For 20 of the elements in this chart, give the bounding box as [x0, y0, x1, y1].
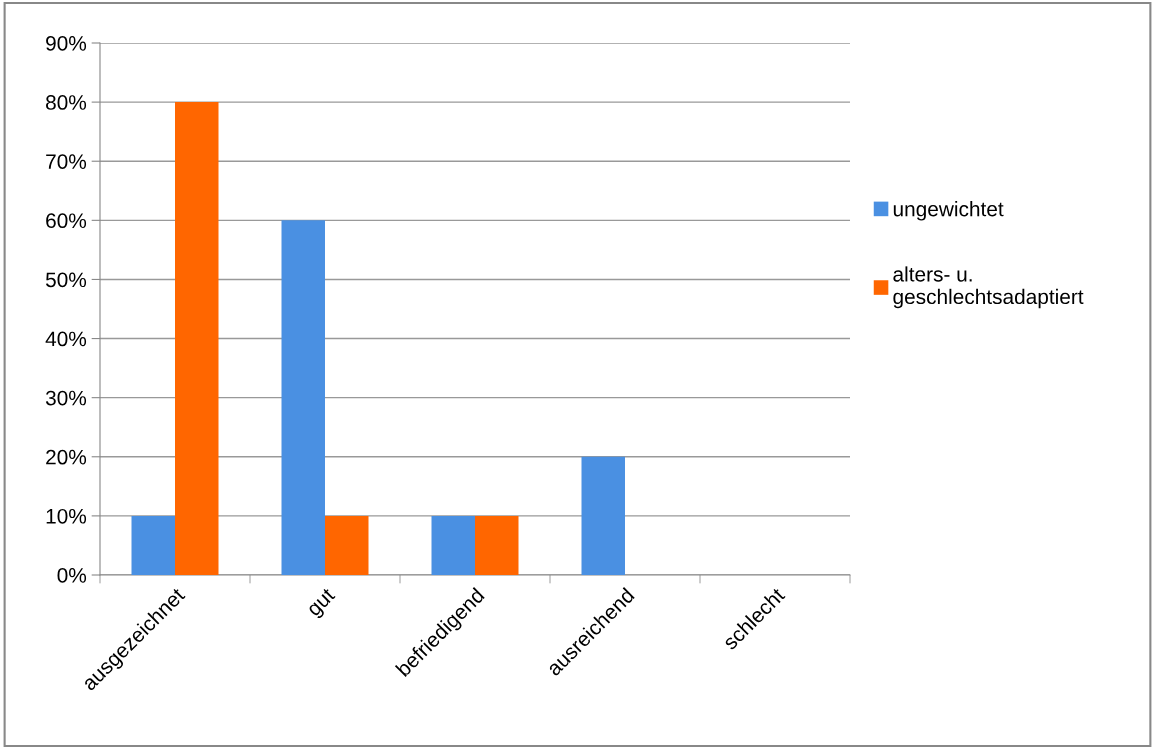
x-tick-label: gut: [306, 587, 339, 620]
y-tick-label: 40%: [45, 331, 87, 347]
y-tick-label: 80%: [46, 95, 87, 110]
y-tick-label: 60%: [46, 213, 87, 229]
y-tick-label: 50%: [45, 272, 87, 288]
bar: [475, 515, 519, 575]
y-tick-label: 10%: [46, 508, 87, 524]
legend-label: ungewichtet: [893, 201, 1004, 221]
legend-label: alters- u. geschlechtsadaptiert: [893, 266, 1084, 309]
bar: [581, 456, 625, 575]
y-tick-label: 0%: [57, 568, 87, 583]
y-tick-label: 90%: [46, 36, 87, 51]
bar: [175, 102, 219, 575]
y-tick-label: 20%: [46, 449, 87, 465]
bar: [281, 220, 325, 575]
bar: [131, 515, 175, 575]
bar: [431, 515, 475, 575]
y-tick-label: 70%: [46, 154, 87, 169]
bar: [325, 515, 369, 575]
y-tick-label: 30%: [45, 390, 87, 406]
